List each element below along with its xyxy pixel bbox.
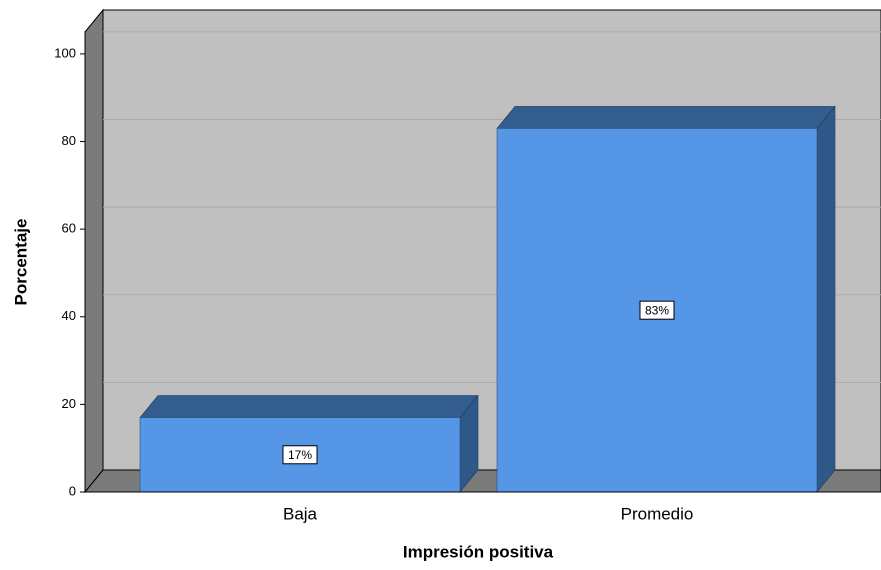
x-axis-title: Impresión positiva (403, 542, 554, 561)
bar-top (139, 395, 479, 418)
y-tick-label: 40 (62, 308, 76, 323)
value-label-box (639, 300, 675, 320)
x-tick-label: Baja (283, 504, 318, 523)
y-tick-label: 0 (69, 483, 76, 498)
y-tick-label: 100 (54, 45, 76, 60)
marks: 17% Baja 83% Promedio (139, 105, 836, 523)
bar-side (816, 105, 836, 493)
value-label: 83% (645, 303, 669, 317)
grid: 0 20 40 60 80 100 (54, 31, 881, 498)
y-tick-label: 20 (62, 396, 76, 411)
y-tick-label: 60 (62, 221, 76, 236)
side-wall (84, 8, 104, 494)
value-label: 17% (288, 448, 312, 462)
y-tick-label: 80 (62, 133, 76, 148)
y-axis-title: Porcentaje (11, 219, 30, 306)
x-tick-label: Promedio (621, 504, 694, 523)
bar-top (496, 106, 836, 129)
value-label-box (282, 445, 318, 465)
